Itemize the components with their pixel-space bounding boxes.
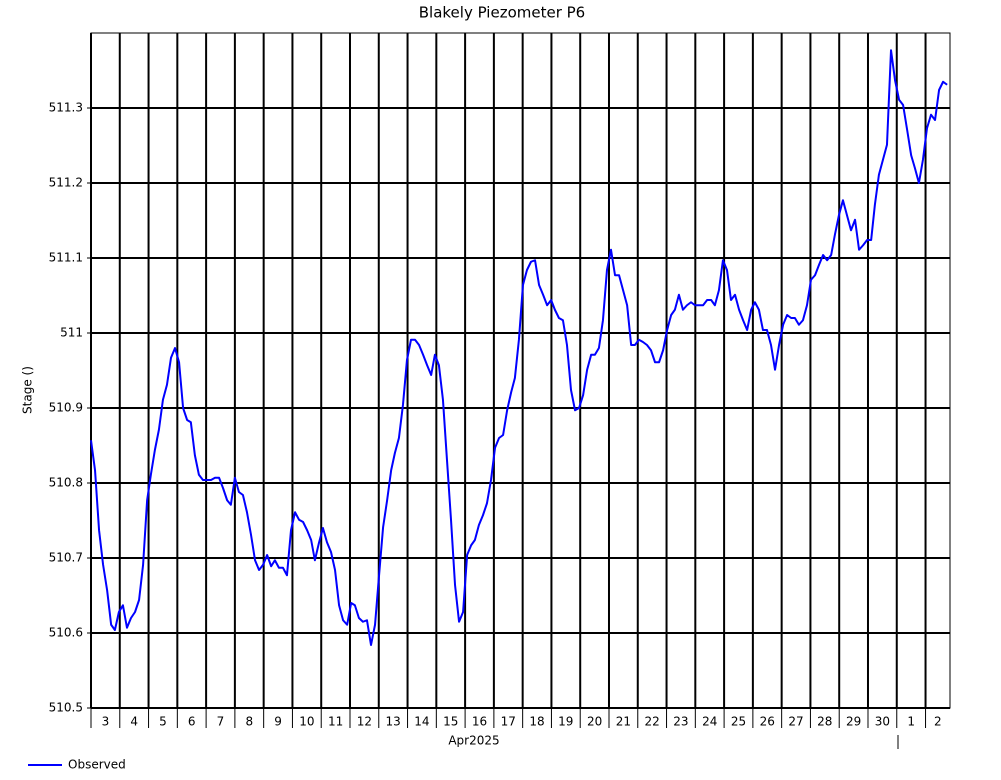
data-line	[90, 49, 948, 646]
x-tick-label: 3	[102, 715, 110, 729]
x-tick-label: 8	[245, 715, 253, 729]
x-tick-label: 9	[274, 715, 282, 729]
y-tick-label: 510.9	[49, 401, 83, 415]
legend-label: Observed	[68, 758, 126, 772]
x-tick-label: 7	[217, 715, 225, 729]
x-tick-label: 11	[328, 715, 343, 729]
x-tick-label: 16	[472, 715, 487, 729]
x-axis-label: Apr2025	[448, 734, 499, 748]
y-tick-label: 510.7	[49, 551, 83, 565]
x-tick-label: 28	[817, 715, 832, 729]
x-tick-label: 15	[443, 715, 458, 729]
x-tick-label: 12	[357, 715, 372, 729]
x-tick-label: 17	[501, 715, 516, 729]
chart-title: Blakely Piezometer P6	[419, 4, 585, 22]
x-tick-label: 24	[702, 715, 717, 729]
y-tick-label: 511.3	[49, 101, 83, 115]
y-tick-label: 511.2	[49, 176, 83, 190]
x-tick-label: 18	[529, 715, 544, 729]
y-axis-label: Stage ()	[21, 366, 35, 414]
x-tick-label: 19	[558, 715, 573, 729]
plot-frame	[90, 32, 951, 709]
x-tick-label: 10	[299, 715, 314, 729]
y-tick-label: 511	[60, 326, 83, 340]
y-tick-label: 510.6	[49, 626, 83, 640]
x-tick-label: 2	[934, 715, 942, 729]
x-tick-label: 29	[846, 715, 861, 729]
x-tick-label: 13	[386, 715, 401, 729]
x-tick-label: 23	[673, 715, 688, 729]
x-tick-label: 14	[414, 715, 429, 729]
x-tick-label: 1	[907, 715, 915, 729]
x-tick-label: 27	[788, 715, 803, 729]
x-tick-label: 22	[645, 715, 660, 729]
x-tick-label: 26	[760, 715, 775, 729]
x-tick-label: 30	[875, 715, 890, 729]
y-tick-label: 511.1	[49, 251, 83, 265]
x-tick-label: 4	[130, 715, 138, 729]
x-tick-label: 5	[159, 715, 167, 729]
y-tick-label: 510.5	[49, 701, 83, 715]
x-tick-label: 25	[731, 715, 746, 729]
x-tick-label: 21	[616, 715, 631, 729]
x-tick-label: 20	[587, 715, 602, 729]
y-tick-label: 510.8	[49, 476, 83, 490]
x-tick-label: 6	[188, 715, 196, 729]
